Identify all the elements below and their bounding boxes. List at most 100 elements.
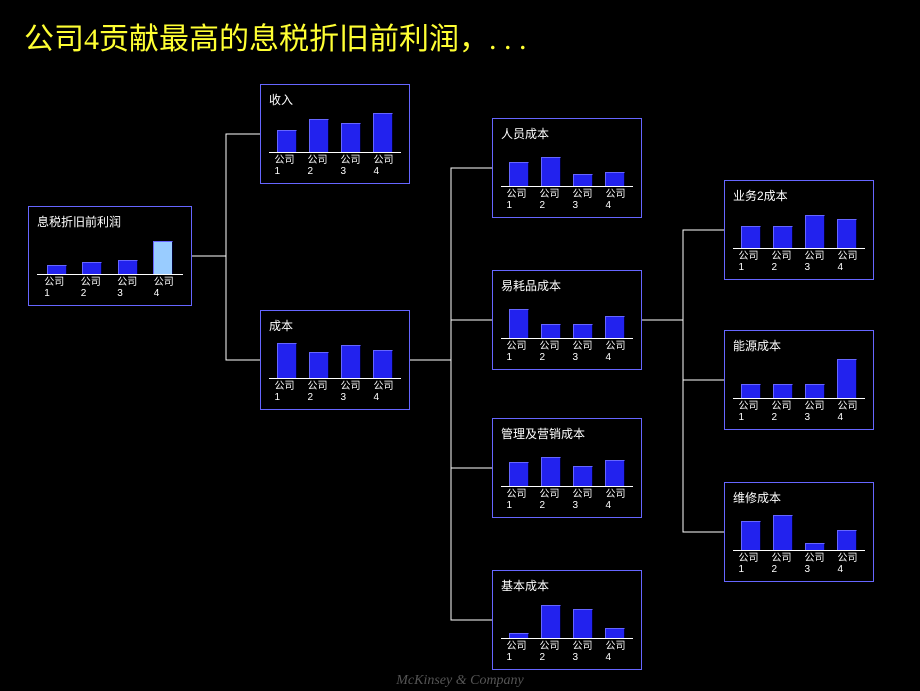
category-labels: 公司1 公司2 公司3 公司4 — [269, 155, 401, 177]
connector-line — [192, 256, 260, 360]
connector-line — [642, 230, 724, 320]
bar — [541, 324, 561, 338]
bars-area — [501, 446, 633, 487]
bar — [153, 241, 173, 274]
category-label: 公司1 — [507, 189, 529, 211]
chart-revenue: 收入公司1 公司2 公司3 公司4 — [260, 84, 410, 184]
bar — [605, 628, 625, 639]
category-labels: 公司1公司2公司3公司4 — [501, 641, 633, 663]
category-label: 公司2 — [540, 489, 562, 511]
bar — [573, 466, 593, 486]
chart-basic: 基本成本公司1公司2公司3公司4 — [492, 570, 642, 670]
bar — [309, 119, 329, 152]
connector-line — [410, 168, 492, 360]
chart-title: 易耗品成本 — [501, 277, 633, 294]
category-label: 公司4 — [374, 155, 396, 177]
bar — [773, 515, 793, 550]
chart-ebitda: 息税折旧前利润公司1公司2公司3公司4 — [28, 206, 192, 306]
bar — [805, 215, 825, 248]
category-label: 公司1 — [739, 401, 761, 423]
chart-title: 管理及营销成本 — [501, 425, 633, 442]
category-label: 公司1 — [44, 277, 66, 299]
chart-mgmt: 管理及营销成本公司1 公司2 公司3 公司4 — [492, 418, 642, 518]
category-label: 公司3 — [573, 489, 595, 511]
bar — [118, 260, 138, 274]
connector-line — [410, 360, 492, 468]
category-label: 公司3 — [341, 155, 363, 177]
footer-branding: McKinsey & Company — [0, 673, 920, 689]
chart-title: 成本 — [269, 317, 401, 334]
bar — [741, 226, 761, 248]
bar — [605, 316, 625, 338]
chart-cost: 成本公司1 公司2 公司3 公司4 — [260, 310, 410, 410]
bar — [509, 633, 529, 638]
bar — [741, 384, 761, 398]
bar — [573, 609, 593, 639]
category-label: 公司1 — [507, 341, 529, 363]
category-labels: 公司1公司2公司3公司4 — [501, 189, 633, 211]
connector-line — [642, 320, 724, 380]
category-label: 公司4 — [838, 401, 860, 423]
category-labels: 公司1 公司2 公司3 公司4 — [501, 489, 633, 511]
chart-title: 业务2成本 — [733, 187, 865, 204]
category-label: 公司2 — [308, 155, 330, 177]
bar — [773, 226, 793, 248]
category-label: 公司1 — [275, 381, 297, 403]
chart-personnel: 人员成本公司1公司2公司3公司4 — [492, 118, 642, 218]
bar — [541, 605, 561, 638]
connector-line — [642, 320, 724, 532]
category-labels: 公司1公司2公司3公司4 — [37, 277, 183, 299]
chart-title: 维修成本 — [733, 489, 865, 506]
bar — [373, 350, 393, 378]
category-labels: 公司1公司2公司3公司4 — [733, 553, 865, 575]
category-label: 公司3 — [805, 401, 827, 423]
category-labels: 公司1 公司2 公司3 公司4 — [733, 401, 865, 423]
chart-title: 人员成本 — [501, 125, 633, 142]
connector-line — [410, 320, 492, 360]
category-label: 公司4 — [154, 277, 176, 299]
category-label: 公司1 — [739, 553, 761, 575]
bars-area — [733, 358, 865, 399]
bar — [341, 345, 361, 378]
chart-energy: 能源成本公司1 公司2 公司3 公司4 — [724, 330, 874, 430]
page-title: 公司4贡献最高的息税折旧前利润，. . . — [24, 14, 527, 58]
category-labels: 公司1公司2公司3公司4 — [733, 251, 865, 273]
chart-title: 能源成本 — [733, 337, 865, 354]
category-label: 公司1 — [507, 489, 529, 511]
bar — [509, 462, 529, 486]
bar — [805, 543, 825, 550]
category-label: 公司2 — [308, 381, 330, 403]
category-labels: 公司1公司2公司3公司4 — [501, 341, 633, 363]
category-label: 公司2 — [540, 641, 562, 663]
category-label: 公司4 — [606, 641, 628, 663]
chart-title: 收入 — [269, 91, 401, 108]
category-label: 公司2 — [772, 251, 794, 273]
category-label: 公司4 — [606, 189, 628, 211]
category-label: 公司4 — [606, 489, 628, 511]
category-label: 公司2 — [772, 401, 794, 423]
category-label: 公司1 — [275, 155, 297, 177]
bar — [605, 172, 625, 186]
category-label: 公司3 — [341, 381, 363, 403]
chart-maintenance: 维修成本公司1公司2公司3公司4 — [724, 482, 874, 582]
bar — [509, 309, 529, 339]
category-label: 公司4 — [374, 381, 396, 403]
category-label: 公司4 — [838, 251, 860, 273]
chart-title: 息税折旧前利润 — [37, 213, 183, 230]
bar — [277, 130, 297, 152]
bar — [277, 343, 297, 378]
bar — [541, 157, 561, 187]
category-label: 公司1 — [507, 641, 529, 663]
connector-line — [192, 134, 260, 256]
bars-area — [269, 112, 401, 153]
category-label: 公司4 — [838, 553, 860, 575]
bar — [837, 530, 857, 550]
bar — [82, 262, 102, 274]
bar — [541, 457, 561, 487]
category-label: 公司3 — [573, 341, 595, 363]
bar — [605, 460, 625, 486]
bars-area — [269, 338, 401, 379]
bar — [573, 174, 593, 186]
category-label: 公司2 — [540, 189, 562, 211]
bar — [837, 219, 857, 249]
